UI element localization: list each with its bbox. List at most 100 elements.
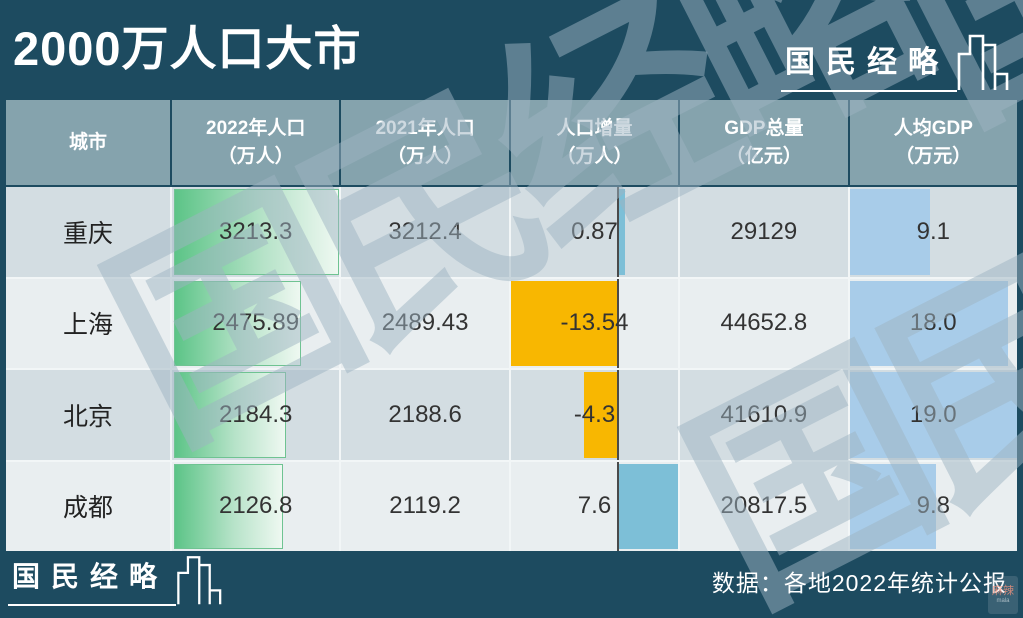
brand-logo-text: 国民经略 [8, 555, 177, 606]
brand-logo-text: 国民经略 [781, 37, 957, 92]
header-unit: （万人） [217, 145, 294, 167]
cell-pop2022: 2126.8 [172, 461, 340, 551]
delta-positive-bar [618, 189, 625, 275]
header-label: 城市 [68, 131, 107, 153]
delta-positive-bar [618, 463, 679, 549]
table-header-row: 城市 2022年人口 （万人） 2021年人口 （万人） 人口增量 （万人） GDP总量 （亿元… [6, 100, 1017, 185]
cell-value: 0.87 [571, 217, 618, 245]
gdp-per-capita-bar [849, 372, 1017, 458]
cell-value: 19.0 [909, 400, 957, 428]
city-data-table: 城市 2022年人口 （万人） 2021年人口 （万人） 人口增量 （万人） GDP总量 （亿元… [6, 100, 1017, 551]
population-2022-bar [174, 280, 301, 366]
table-row-上海: 上海 2475.89 2489.43 -13.54 44652.8 18.0 [6, 278, 1017, 368]
header-unit: （万人） [556, 145, 633, 167]
cell-gdp: 44652.8 [680, 278, 848, 368]
cell-value: 44652.8 [720, 309, 808, 337]
cell-delta: 7.6 [510, 461, 679, 551]
header-label: 人均GDP [893, 117, 973, 139]
cell-value: -13.54 [560, 309, 629, 337]
delta-zero-baseline [617, 370, 619, 460]
gdp-per-capita-bar [849, 280, 1009, 366]
table-row-重庆: 重庆 3213.3 3212.4 0.87 29129 9.1 [6, 187, 1017, 277]
gdp-per-capita-bar [849, 189, 930, 275]
cell-gdp: 41610.9 [680, 370, 848, 460]
cell-value: 北京 [62, 402, 113, 431]
delta-negative-bar [583, 372, 619, 458]
corner-watermark-subtext: mala [996, 598, 1010, 604]
cell-pop2021: 3212.4 [341, 187, 509, 277]
cell-city: 北京 [6, 370, 170, 460]
cell-value: 3212.4 [388, 217, 462, 245]
cell-value: 41610.9 [720, 400, 808, 428]
cell-pop2022: 2184.3 [172, 370, 340, 460]
data-source-note: 数据：各地2022年统计公报 [711, 570, 1007, 596]
cell-city: 成都 [6, 461, 170, 551]
header-label: GDP总量 [724, 117, 804, 139]
delta-zero-baseline [617, 461, 619, 551]
brand-logo-bottom: 国民经略 [8, 552, 228, 606]
header-unit: （万元） [895, 145, 972, 167]
header-unit: （万人） [387, 145, 464, 167]
header-unit: （亿元） [725, 145, 802, 167]
cell-value: 20817.5 [720, 492, 808, 520]
cell-gdp: 29129 [680, 187, 848, 277]
header-label: 2022年人口 [206, 117, 306, 139]
delta-zero-baseline [617, 278, 619, 368]
header-label: 2021年人口 [375, 117, 475, 139]
cell-pop2022: 3213.3 [172, 187, 340, 277]
cell-pop2021: 2119.2 [341, 461, 509, 551]
cell-value: 9.1 [916, 217, 950, 245]
header-cell-gdppc: 人均GDP （万元） [849, 100, 1017, 185]
cell-value: 2475.89 [212, 309, 300, 337]
cell-delta: 0.87 [510, 187, 679, 277]
cell-value: 2126.8 [218, 492, 293, 520]
header-cell-pop2021: 2021年人口 （万人） [341, 100, 509, 185]
cell-delta: -13.54 [510, 278, 679, 368]
cell-value: -4.3 [573, 400, 616, 428]
cell-value: 18.0 [909, 309, 957, 337]
header-cell-pop2022: 2022年人口 （万人） [172, 100, 340, 185]
cell-gdppc: 9.8 [849, 461, 1017, 551]
population-2022-bar [174, 372, 286, 458]
cell-value: 7.6 [577, 492, 612, 520]
cell-value: 2184.3 [218, 400, 293, 428]
cell-pop2021: 2188.6 [341, 370, 509, 460]
cell-pop2022: 2475.89 [172, 278, 340, 368]
cell-delta: -4.3 [510, 370, 679, 460]
table-row-成都: 成都 2126.8 2119.2 7.6 20817.5 9.8 [6, 461, 1017, 551]
cell-gdp: 20817.5 [680, 461, 848, 551]
cell-gdppc: 19.0 [849, 370, 1017, 460]
gdp-per-capita-bar [849, 463, 936, 549]
cell-value: 上海 [62, 311, 113, 340]
cell-value: 29129 [730, 217, 798, 245]
brand-logo-top: 国民经略 [781, 30, 1015, 92]
cell-gdppc: 18.0 [849, 278, 1017, 368]
cell-gdppc: 9.1 [849, 187, 1017, 277]
header-cell-city: 城市 [6, 100, 170, 185]
city-skyline-icon [957, 34, 1009, 90]
cell-city: 重庆 [6, 187, 170, 277]
cell-city: 上海 [6, 278, 170, 368]
delta-zero-baseline [617, 187, 619, 277]
population-2022-bar [174, 189, 340, 275]
header-cell-delta: 人口增量 （万人） [510, 100, 679, 185]
cell-value: 3213.3 [218, 217, 293, 245]
cell-value: 2188.6 [388, 400, 462, 428]
cell-value: 重庆 [62, 219, 113, 248]
cell-value: 成都 [62, 494, 113, 523]
cell-value: 9.8 [916, 492, 950, 520]
corner-watermark-text: 麻辣 [992, 584, 1014, 597]
delta-negative-bar [510, 280, 619, 366]
city-skyline-icon [177, 556, 222, 605]
cell-pop2021: 2489.43 [341, 278, 509, 368]
header-label: 人口增量 [556, 117, 633, 139]
header-cell-gdp: GDP总量 （亿元） [680, 100, 848, 185]
table-body: 重庆 3213.3 3212.4 0.87 29129 9.1 上海 2475.89 2489.… [6, 187, 1017, 551]
corner-watermark-stamp: 麻辣 mala [988, 576, 1018, 614]
table-row-北京: 北京 2184.3 2188.6 -4.3 41610.9 19.0 [6, 370, 1017, 460]
page-title: 2000万人口大市 [13, 22, 362, 75]
population-2022-bar [174, 463, 283, 549]
cell-value: 2119.2 [389, 492, 461, 520]
cell-value: 2489.43 [381, 309, 469, 337]
